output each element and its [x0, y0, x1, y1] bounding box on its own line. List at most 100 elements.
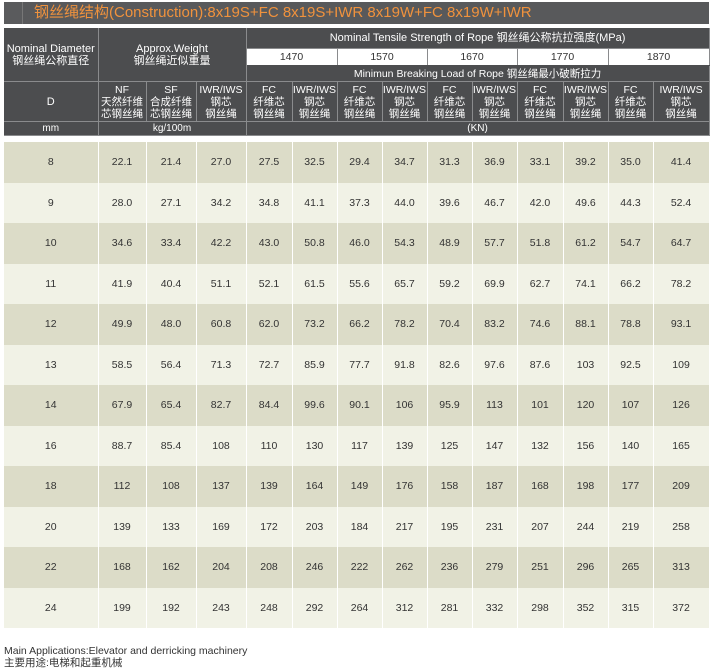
value-cell: 57.7 [472, 223, 518, 264]
value-cell: 139 [98, 506, 147, 547]
value-cell: 40.4 [146, 263, 197, 304]
value-cell: 244 [563, 506, 609, 547]
value-cell: 204 [196, 547, 247, 588]
value-cell: 54.7 [608, 223, 654, 264]
table-row: 10 34.6 33.4 42.2 43.0 50.8 46.0 54.3 48.9 57.7 51… [4, 223, 710, 264]
table-row: 8 22.1 21.4 27.0 27.5 32.5 29.4 34.7 31.3 36.9 33.… [4, 142, 710, 183]
diameter-cell: 16 [4, 425, 99, 466]
value-cell: 50.8 [292, 223, 338, 264]
table-row: 22 168 162 204 208 246 222 262 236 279 251 296 265 31… [4, 547, 710, 588]
table-row: 13 58.5 56.4 71.3 72.7 85.9 77.7 91.8 82.6 97.6 87… [4, 344, 710, 385]
value-cell: 199 [98, 587, 147, 628]
approx-weight-header: Approx.Weight 钢丝绳近似重量 [98, 28, 247, 82]
value-cell: 125 [427, 425, 473, 466]
value-cell: 51.8 [517, 223, 564, 264]
table-row: 12 49.9 48.0 60.8 62.0 73.2 66.2 78.2 70.4 83.2 74… [4, 304, 710, 345]
value-cell: 52.1 [246, 263, 293, 304]
load-col-header: IWR/IWS 钢芯 钢丝绳 [472, 81, 518, 122]
value-cell: 198 [563, 466, 609, 507]
value-cell: 236 [427, 547, 473, 588]
value-cell: 66.2 [337, 304, 383, 345]
title-bar [4, 2, 709, 24]
value-cell: 246 [292, 547, 338, 588]
value-cell: 44.0 [382, 182, 428, 223]
value-cell: 32.5 [292, 142, 338, 183]
value-cell: 139 [246, 466, 293, 507]
value-cell: 88.7 [98, 425, 147, 466]
value-cell: 49.6 [563, 182, 609, 223]
value-cell: 126 [653, 385, 710, 426]
weight-col-header: SF 合成纤维 芯钢丝绳 [146, 81, 197, 122]
unit-weight: kg/100m [98, 121, 247, 136]
value-cell: 264 [337, 587, 383, 628]
value-cell: 34.6 [98, 223, 147, 264]
value-cell: 113 [472, 385, 518, 426]
value-cell: 258 [653, 506, 710, 547]
value-cell: 262 [382, 547, 428, 588]
value-cell: 139 [382, 425, 428, 466]
value-cell: 164 [292, 466, 338, 507]
weight-col-header: NF 天然纤维 芯钢丝绳 [98, 81, 147, 122]
value-cell: 54.3 [382, 223, 428, 264]
diameter-cell: 18 [4, 466, 99, 507]
value-cell: 69.9 [472, 263, 518, 304]
value-cell: 251 [517, 547, 564, 588]
diameter-cell: 8 [4, 142, 99, 183]
value-cell: 21.4 [146, 142, 197, 183]
value-cell: 292 [292, 587, 338, 628]
value-cell: 352 [563, 587, 609, 628]
grade-1470: 1470 [246, 48, 338, 66]
value-cell: 62.0 [246, 304, 293, 345]
value-cell: 91.8 [382, 344, 428, 385]
value-cell: 248 [246, 587, 293, 628]
value-cell: 48.9 [427, 223, 473, 264]
value-cell: 34.8 [246, 182, 293, 223]
value-cell: 60.8 [196, 304, 247, 345]
value-cell: 209 [653, 466, 710, 507]
value-cell: 279 [472, 547, 518, 588]
value-cell: 87.6 [517, 344, 564, 385]
value-cell: 52.4 [653, 182, 710, 223]
value-cell: 43.0 [246, 223, 293, 264]
load-col-header: FC 纤维芯 钢丝绳 [246, 81, 293, 122]
value-cell: 70.4 [427, 304, 473, 345]
value-cell: 222 [337, 547, 383, 588]
table-row: 9 28.0 27.1 34.2 34.8 41.1 37.3 44.0 39.6 46.7 42.… [4, 182, 710, 223]
value-cell: 281 [427, 587, 473, 628]
value-cell: 41.4 [653, 142, 710, 183]
value-cell: 140 [608, 425, 654, 466]
value-cell: 37.3 [337, 182, 383, 223]
value-cell: 27.1 [146, 182, 197, 223]
value-cell: 92.5 [608, 344, 654, 385]
nominal-diameter-header: Nominal Diameter 钢丝绳公称直径 [4, 28, 99, 82]
value-cell: 296 [563, 547, 609, 588]
applications-text: Main Applications:Elevator and derrickin… [4, 645, 248, 657]
value-cell: 46.7 [472, 182, 518, 223]
value-cell: 61.5 [292, 263, 338, 304]
value-cell: 117 [337, 425, 383, 466]
breaking-load-header: Minimun Breaking Load of Rope 钢丝绳最小破断拉力 [246, 65, 710, 82]
value-cell: 62.7 [517, 263, 564, 304]
value-cell: 208 [246, 547, 293, 588]
load-col-header: FC 纤维芯 钢丝绳 [517, 81, 564, 122]
value-cell: 130 [292, 425, 338, 466]
table-row: 14 67.9 65.4 82.7 84.4 99.6 90.1 106 95.9 113 101 1… [4, 385, 710, 426]
value-cell: 169 [196, 506, 247, 547]
value-cell: 231 [472, 506, 518, 547]
value-cell: 187 [472, 466, 518, 507]
value-cell: 243 [196, 587, 247, 628]
diameter-cell: 14 [4, 385, 99, 426]
grade-1770: 1770 [517, 48, 609, 66]
value-cell: 29.4 [337, 142, 383, 183]
value-cell: 36.9 [472, 142, 518, 183]
value-cell: 74.1 [563, 263, 609, 304]
value-cell: 137 [196, 466, 247, 507]
value-cell: 67.9 [98, 385, 147, 426]
value-cell: 58.5 [98, 344, 147, 385]
value-cell: 66.2 [608, 263, 654, 304]
value-cell: 88.1 [563, 304, 609, 345]
value-cell: 109 [653, 344, 710, 385]
value-cell: 78.8 [608, 304, 654, 345]
value-cell: 74.6 [517, 304, 564, 345]
grade-1670: 1670 [427, 48, 518, 66]
